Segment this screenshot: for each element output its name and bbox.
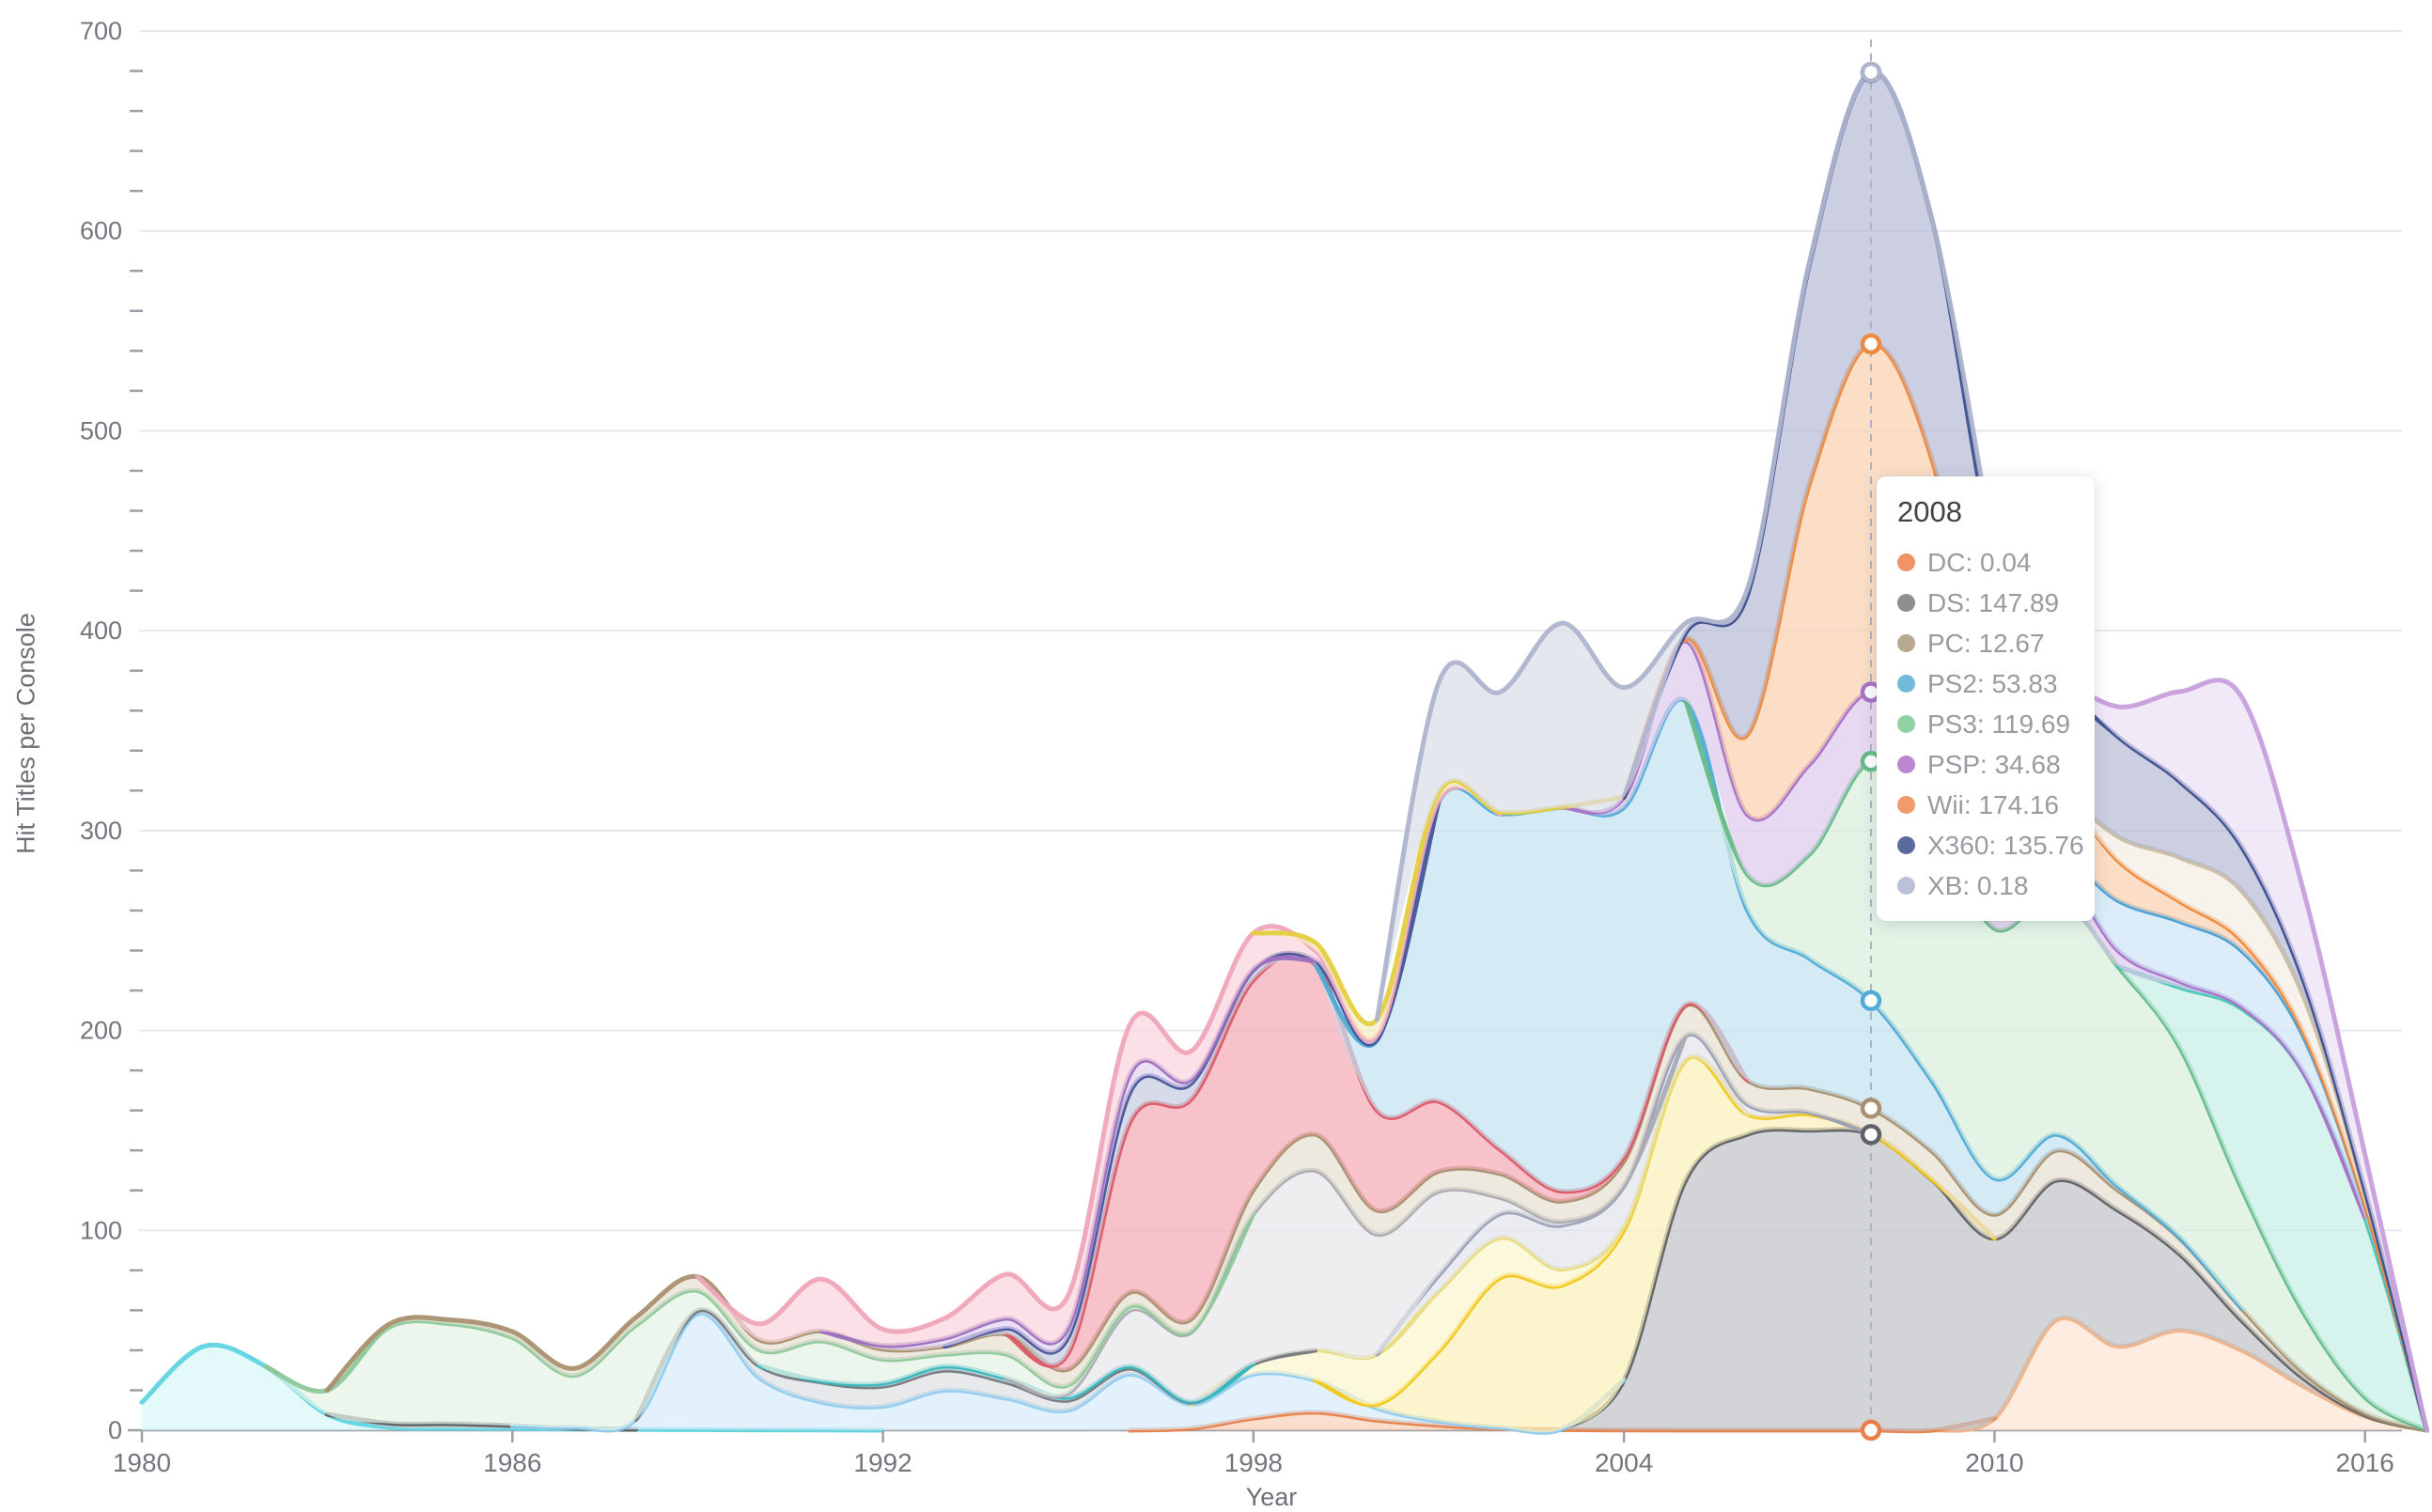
- area-DS: [1562, 1129, 2427, 1431]
- tooltip-value-PS3: PS3: 119.69: [1927, 709, 2071, 739]
- tooltip-value-XB: XB: 0.18: [1927, 870, 2029, 900]
- hover-marker-Wii: [1860, 333, 1882, 355]
- x-tick-label-2016: 2016: [2336, 1448, 2394, 1477]
- tooltip-value-DS: DS: 147.89: [1927, 587, 2060, 617]
- area-N64: [1006, 1036, 1686, 1402]
- hover-marker-DS: [1860, 1124, 1882, 1146]
- tooltip-row-PS3: PS3: 119.69: [1897, 704, 2074, 744]
- y-tick-label-200: 200: [80, 1017, 122, 1045]
- y-tick-label-0: 0: [108, 1416, 122, 1444]
- y-tick-label-400: 400: [80, 616, 122, 645]
- legend-dot-XB: [1897, 877, 1915, 895]
- x-tick-label-1998: 1998: [1224, 1448, 1283, 1477]
- x-tick-label-2010: 2010: [1965, 1448, 2023, 1477]
- line-XB: [1374, 70, 1997, 1022]
- line-WS: [1251, 778, 1627, 1026]
- area-GC: [1377, 1034, 1871, 1355]
- tooltip-row-XB: XB: 0.18: [1897, 865, 2074, 906]
- hover-marker-PS2: [1860, 990, 1882, 1012]
- y-tick-label-500: 500: [80, 416, 122, 444]
- area-PS3: [1685, 700, 2427, 1430]
- area-PS4: [2117, 966, 2427, 1430]
- legend-dot-X360: [1897, 836, 1915, 854]
- tooltip-value-PS2: PS2: 53.83: [1927, 668, 2058, 698]
- line-XOne: [2053, 672, 2429, 1433]
- area-PS: [1006, 954, 1748, 1371]
- tooltip-row-Wii: Wii: 174.16: [1897, 785, 2074, 825]
- hover-marker-DC: [1860, 1419, 1882, 1442]
- y-tick-label-600: 600: [80, 217, 122, 245]
- x-tick-label-2004: 2004: [1595, 1448, 1653, 1477]
- tooltip-value-DC: DC: 0.04: [1927, 547, 2032, 577]
- area-3DS: [1932, 1317, 2427, 1431]
- legend-dot-PS2: [1897, 675, 1915, 693]
- area-GEN: [635, 1309, 1316, 1420]
- y-tick-label-300: 300: [80, 817, 122, 845]
- area-NES: [265, 1213, 1254, 1431]
- tooltip-row-DC: DC: 0.04: [1897, 542, 2074, 583]
- tooltip-value-PSP: PSP: 34.68: [1927, 749, 2061, 779]
- area-XOne: [2056, 674, 2427, 1430]
- tooltip-value-Wii: Wii: 174.16: [1927, 789, 2060, 819]
- tooltip-title: 2008: [1897, 495, 1962, 528]
- hover-marker-XB: [1860, 61, 1882, 84]
- tooltip-row-DS: DS: 147.89: [1897, 583, 2074, 623]
- x-tick-label-1980: 1980: [113, 1448, 171, 1477]
- legend-dot-DC: [1897, 553, 1915, 571]
- y-tick-label-700: 700: [80, 17, 122, 45]
- tooltip-row-PC: PC: 12.67: [1897, 623, 2074, 663]
- tooltip: 2008 DC: 0.04 DS: 147.89 PC: 12.67 PS2: 53.…: [1877, 476, 2095, 921]
- area-PS2: [1315, 698, 2242, 1309]
- tooltip-row-PS2: PS2: 53.83: [1897, 663, 2074, 704]
- area-PSV: [1994, 854, 2427, 1430]
- tooltip-row-X360: X360: 135.76: [1897, 825, 2084, 865]
- area-Wii: [1624, 343, 2427, 1430]
- y-axis-title: Hit Titles per Console: [11, 613, 40, 854]
- legend-dot-DS: [1897, 594, 1915, 612]
- area-WiiU: [2056, 784, 2427, 1430]
- area-GB: [512, 1313, 1625, 1434]
- hover-marker-PC: [1860, 1098, 1882, 1119]
- x-axis-title: Year: [1245, 1483, 1298, 1511]
- tooltip-value-PC: PC: 12.67: [1927, 628, 2045, 658]
- tooltip-value-X360: X360: 135.76: [1927, 830, 2084, 860]
- legend-dot-PC: [1897, 634, 1915, 652]
- x-tick-label-1992: 1992: [853, 1448, 912, 1477]
- x-tick-label-1986: 1986: [483, 1448, 541, 1477]
- legend-dot-Wii: [1897, 796, 1915, 814]
- area-PC: [327, 1004, 2427, 1430]
- tooltip-rows: DC: 0.04 DS: 147.89 PC: 12.67 PS2: 53.83 PS3…: [1897, 542, 2084, 906]
- area-GBA: [1315, 1056, 1995, 1433]
- legend-dot-PSP: [1897, 756, 1915, 773]
- area-XB: [1377, 71, 1995, 1020]
- tooltip-row-PSP: PSP: 34.68: [1897, 744, 2074, 785]
- legend-dot-PS3: [1897, 715, 1915, 733]
- y-tick-label-100: 100: [80, 1216, 122, 1244]
